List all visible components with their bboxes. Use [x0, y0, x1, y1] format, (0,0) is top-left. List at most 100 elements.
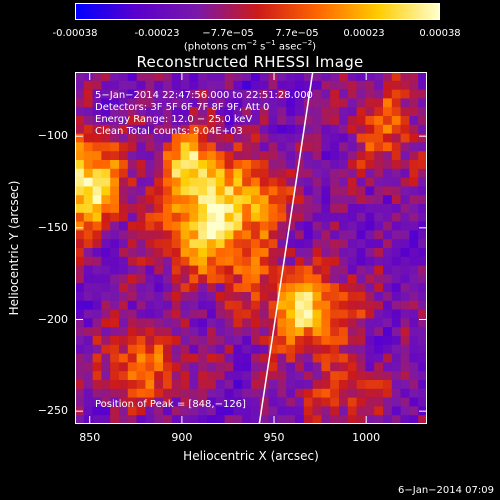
- heatmap-cell: [145, 186, 155, 196]
- heatmap-cell: [163, 186, 173, 196]
- heatmap-cell: [356, 265, 366, 275]
- heatmap-cell: [321, 265, 331, 275]
- heatmap-cell: [101, 353, 111, 363]
- heatmap-cell: [356, 362, 366, 372]
- heatmap-cell: [391, 168, 401, 178]
- heatmap-cell: [330, 186, 340, 196]
- heatmap-cell: [312, 327, 322, 337]
- heatmap-cell: [224, 230, 234, 240]
- heatmap-cell: [145, 98, 155, 108]
- heatmap-cell: [233, 406, 243, 416]
- heatmap-cell: [400, 89, 410, 99]
- heatmap-cell: [180, 309, 190, 319]
- heatmap-cell: [418, 177, 427, 187]
- heatmap-cell: [145, 89, 155, 99]
- heatmap-cell: [171, 371, 181, 381]
- heatmap-cell: [303, 415, 313, 424]
- heatmap-cell: [207, 380, 217, 390]
- heatmap-cell: [92, 415, 102, 424]
- heatmap-cell: [295, 133, 305, 143]
- heatmap-cell: [374, 256, 384, 266]
- heatmap-cell: [110, 116, 120, 126]
- colorbar-tick-label: 0.00038: [419, 28, 461, 39]
- heatmap-cell: [101, 292, 111, 302]
- heatmap-cell: [101, 327, 111, 337]
- heatmap-cell: [198, 186, 208, 196]
- heatmap-cell: [207, 160, 217, 170]
- heatmap-cell: [356, 397, 366, 407]
- heatmap-cell: [321, 309, 331, 319]
- heatmap-cell: [136, 388, 146, 398]
- heatmap-cell: [356, 195, 366, 205]
- heatmap-cell: [303, 336, 313, 346]
- heatmap-cell: [339, 151, 349, 161]
- heatmap-cell: [189, 318, 199, 328]
- heatmap-cell: [189, 89, 199, 99]
- heatmap-cell: [303, 388, 313, 398]
- heatmap-cell: [224, 107, 234, 117]
- info-total-counts: Clean Total counts: 9.04E+03: [95, 126, 243, 137]
- heatmap-cell: [330, 212, 340, 222]
- heatmap-cell: [119, 274, 129, 284]
- heatmap-cell: [295, 177, 305, 187]
- heatmap-cell: [92, 397, 102, 407]
- heatmap-cell: [233, 195, 243, 205]
- heatmap-cell: [277, 133, 287, 143]
- heatmap-cell: [75, 415, 85, 424]
- heatmap-cell: [83, 160, 93, 170]
- heatmap-cell: [347, 283, 357, 293]
- heatmap-cell: [171, 292, 181, 302]
- heatmap-cell: [207, 186, 217, 196]
- heatmap-cell: [365, 160, 375, 170]
- heatmap-cell: [339, 133, 349, 143]
- heatmap-cell: [321, 177, 331, 187]
- heatmap-cell: [171, 107, 181, 117]
- heatmap-cell: [391, 186, 401, 196]
- heatmap-cell: [330, 142, 340, 152]
- heatmap-cell: [418, 204, 427, 214]
- heatmap-cell: [409, 256, 419, 266]
- heatmap-cell: [409, 388, 419, 398]
- heatmap-cell: [365, 239, 375, 249]
- heatmap-cell: [215, 318, 225, 328]
- heatmap-cell: [374, 80, 384, 90]
- heatmap-cell: [215, 221, 225, 231]
- heatmap-cell: [224, 239, 234, 249]
- heatmap-cell: [101, 212, 111, 222]
- heatmap-cell: [374, 371, 384, 381]
- heatmap-cell: [330, 327, 340, 337]
- heatmap-cell: [374, 274, 384, 284]
- heatmap-cell: [356, 212, 366, 222]
- heatmap-cell: [339, 72, 349, 82]
- heatmap-cell: [374, 283, 384, 293]
- heatmap-cell: [268, 177, 278, 187]
- heatmap-cell: [154, 107, 164, 117]
- heatmap-cell: [400, 248, 410, 258]
- heatmap-cell: [224, 388, 234, 398]
- heatmap-cell: [215, 212, 225, 222]
- heatmap-cell: [127, 344, 137, 354]
- heatmap-cell: [277, 300, 287, 310]
- colorbar-tick-label: 0.00023: [343, 28, 385, 39]
- heatmap-cell: [154, 248, 164, 258]
- heatmap-cell: [215, 406, 225, 416]
- heatmap-cell: [75, 283, 85, 293]
- heatmap-cell: [215, 186, 225, 196]
- heatmap-cell: [295, 204, 305, 214]
- heatmap-cell: [295, 230, 305, 240]
- heatmap-cell: [365, 80, 375, 90]
- heatmap-cell: [163, 98, 173, 108]
- heatmap-cell: [286, 353, 296, 363]
- heatmap-cell: [198, 195, 208, 205]
- heatmap-cell: [171, 344, 181, 354]
- heatmap-cell: [180, 186, 190, 196]
- heatmap-cell: [295, 283, 305, 293]
- heatmap-cell: [75, 221, 85, 231]
- heatmap-cell: [224, 344, 234, 354]
- heatmap-cell: [215, 168, 225, 178]
- heatmap-cell: [286, 256, 296, 266]
- heatmap-cell: [215, 344, 225, 354]
- heatmap-cell: [347, 309, 357, 319]
- heatmap-cell: [391, 397, 401, 407]
- heatmap-cell: [224, 274, 234, 284]
